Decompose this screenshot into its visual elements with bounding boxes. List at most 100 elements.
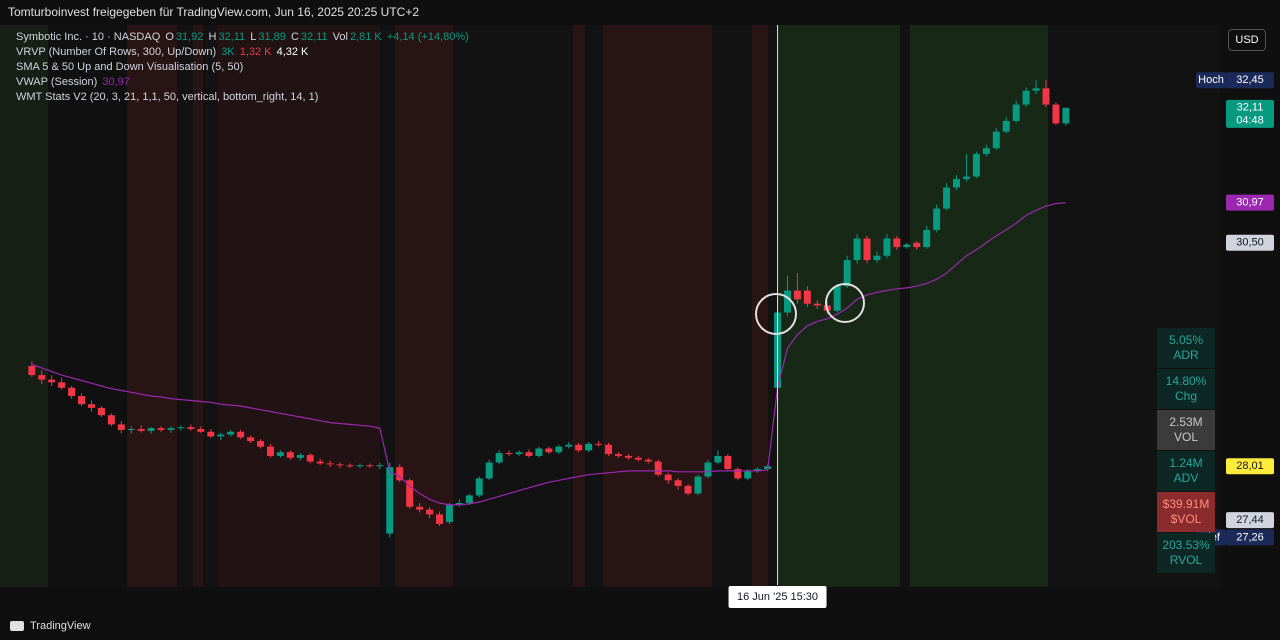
candle-body xyxy=(336,464,344,466)
candle-body xyxy=(923,229,931,248)
price-tag-box xyxy=(1196,72,1226,89)
ohlc-value: 31,92 xyxy=(175,31,204,43)
vol-value: 2,81 K xyxy=(349,31,382,43)
candle-body xyxy=(644,459,652,462)
crosshair-label-box xyxy=(728,586,827,608)
price-label-box xyxy=(1226,72,1274,89)
candle-body xyxy=(933,208,941,230)
logo xyxy=(10,621,24,631)
candle-body xyxy=(28,366,36,376)
indicator-name: VRVP (Number Of Rows, 300, Up/Down) xyxy=(16,46,217,58)
candle-body xyxy=(962,176,970,180)
ohlc-value: 31,89 xyxy=(258,31,286,43)
candle-body xyxy=(97,407,105,416)
candle-body xyxy=(654,461,662,475)
price-label-box xyxy=(1226,194,1274,211)
candle-body xyxy=(326,463,334,465)
candle-body xyxy=(634,457,642,460)
stat-value: 2.53M xyxy=(1169,415,1202,429)
ohlc-key: L xyxy=(250,31,257,43)
candle-body xyxy=(565,444,573,447)
candle-body xyxy=(863,238,871,261)
annotation-circle xyxy=(755,293,797,335)
candle-body xyxy=(1002,120,1010,132)
legend-row: Symbotic Inc. · 10 · NASDAQ O 31,92 H 32,1… xyxy=(16,30,471,45)
session-bands xyxy=(0,25,1048,587)
stat-box xyxy=(1157,410,1215,450)
candle-body xyxy=(873,255,881,261)
candle-body xyxy=(177,427,185,429)
candle-body xyxy=(48,379,56,383)
candle-body xyxy=(1032,88,1040,91)
candle-body xyxy=(555,446,563,453)
legend-row: VRVP (Number Of Rows, 300, Up/Down) 3K 1… xyxy=(16,45,471,60)
indicator-name: SMA 5 & 50 Up and Down Visualisation (5,… xyxy=(16,61,244,73)
candle-body xyxy=(366,465,374,467)
candle-body xyxy=(664,474,672,481)
candle-body xyxy=(943,187,951,209)
stat-box xyxy=(1157,533,1215,573)
candle-body xyxy=(585,443,593,451)
candle-body xyxy=(227,431,235,435)
ohlc-key: O xyxy=(165,31,174,43)
currency-button[interactable]: USD xyxy=(1228,29,1266,51)
candle-body xyxy=(972,153,980,177)
candle-body xyxy=(167,428,175,430)
candle-body xyxy=(217,434,225,437)
vwap-line xyxy=(31,202,1066,506)
candle-body xyxy=(346,465,354,467)
crosshair-label: 16 Jun '25 15:30 xyxy=(737,591,818,603)
brand: TradingView xyxy=(30,620,91,632)
candle-body xyxy=(992,131,1000,149)
price-label: 32,45 xyxy=(1236,74,1264,86)
candle-body xyxy=(903,244,911,248)
candle-body xyxy=(485,462,493,479)
candle-body xyxy=(545,448,553,453)
indicator-name: VWAP (Session) xyxy=(16,76,98,88)
candle-body xyxy=(1012,104,1020,121)
candle-body xyxy=(893,238,901,248)
price-label-box xyxy=(1226,512,1274,529)
candle-body xyxy=(704,462,712,477)
price-label-box xyxy=(1226,458,1274,475)
legend-row: VWAP (Session) 30,97 xyxy=(16,75,471,90)
indicator-value: 4,32 K xyxy=(276,46,309,58)
indicator-value: 30,97 xyxy=(102,76,130,88)
candle-body xyxy=(803,290,811,304)
stat-label: ADR xyxy=(1173,348,1199,362)
price-label: 32,11 xyxy=(1237,102,1264,114)
stat-value: 14.80% xyxy=(1166,374,1207,388)
ohlc-value: 32,11 xyxy=(300,31,328,43)
candle-body xyxy=(982,148,990,154)
stat-value: 1.24M xyxy=(1169,456,1202,470)
candle-body xyxy=(465,495,473,503)
candle-body xyxy=(316,461,324,464)
price-label: 30,97 xyxy=(1236,197,1264,209)
candle-body xyxy=(376,465,384,467)
candle-body xyxy=(207,431,215,437)
candle-body xyxy=(813,303,821,306)
legend: Symbotic Inc. · 10 · NASDAQ O 31,92 H 32,1… xyxy=(16,30,471,105)
candle-body xyxy=(694,476,702,494)
candle-body xyxy=(445,504,453,523)
price-label: 30,50 xyxy=(1236,237,1264,249)
candle-body xyxy=(1042,88,1050,105)
stat-value: 203.53% xyxy=(1162,538,1210,552)
candle-body xyxy=(58,382,66,388)
candle-body xyxy=(396,467,404,481)
candle-body xyxy=(247,437,255,442)
candle-body xyxy=(475,478,483,496)
candle-body xyxy=(237,431,245,438)
stat-label: ADV xyxy=(1174,471,1199,485)
candle-body xyxy=(87,404,95,408)
candle-body xyxy=(714,455,722,463)
candle-body xyxy=(406,480,414,507)
candle-body xyxy=(78,395,86,405)
candle-body xyxy=(137,429,145,431)
ohlc-value: 32,11 xyxy=(218,31,246,43)
candle-body xyxy=(614,454,622,456)
footer: TradingView xyxy=(0,612,1280,640)
stat-box xyxy=(1157,492,1215,532)
stat-label: VOL xyxy=(1174,430,1198,444)
ohlc-key: C xyxy=(290,31,299,43)
